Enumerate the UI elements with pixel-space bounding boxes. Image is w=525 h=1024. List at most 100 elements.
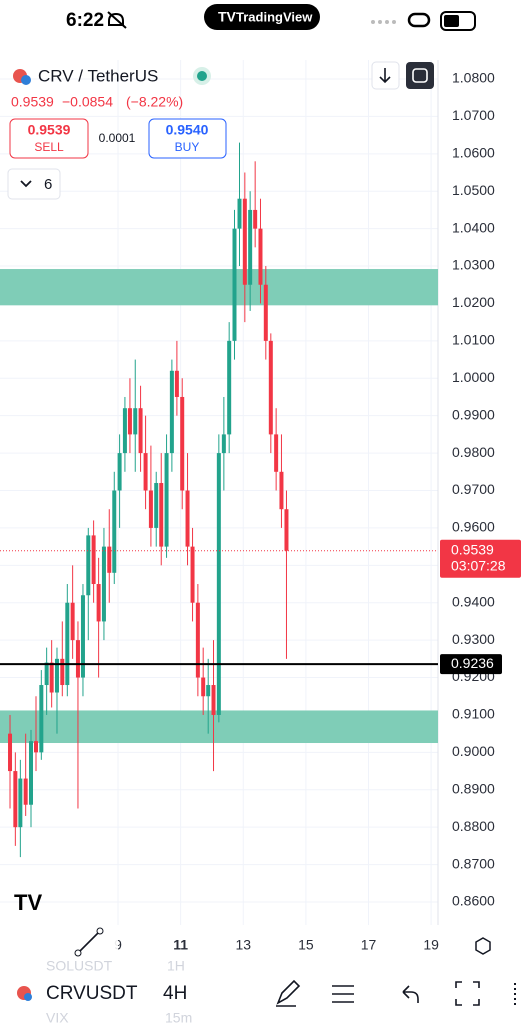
candle-body [148, 490, 153, 528]
quote-change: −0.0854 [62, 94, 113, 110]
candle-body [70, 602, 75, 641]
candle-body [65, 602, 70, 686]
prev-interval: 1H [167, 958, 185, 974]
fullscreen-button[interactable] [406, 62, 434, 89]
arrow-down [379, 68, 391, 84]
indicators-button[interactable] [7, 168, 61, 200]
candle-body [221, 434, 226, 454]
y-tick-label: 0.8700 [452, 855, 495, 871]
candle-body [122, 408, 127, 454]
spread: 0.0001 [99, 131, 136, 145]
toolbar-symbol[interactable]: CRVUSDT [46, 983, 138, 1004]
candle-body [159, 483, 164, 547]
y-tick-label: 1.0700 [452, 107, 495, 123]
x-tick-label: 9 [114, 937, 122, 953]
coin-logo [21, 75, 31, 85]
candle-body [211, 685, 216, 715]
candle-body [180, 396, 185, 491]
candle-body [185, 490, 190, 547]
candle-body [174, 370, 179, 397]
candle-body [107, 546, 112, 573]
candle-body [154, 483, 159, 528]
buy-button[interactable] [148, 118, 227, 159]
y-tick-label: 0.9600 [452, 519, 495, 535]
buy-label: BUY [175, 140, 200, 154]
candle-body [80, 595, 85, 678]
symbol[interactable]: CRV / TetherUS [38, 66, 158, 85]
y-tick-label: 1.0100 [452, 332, 495, 348]
pen-icon[interactable] [276, 979, 301, 1007]
candle-body [248, 209, 253, 285]
candle-body [127, 408, 132, 435]
trendline-icon [77, 930, 101, 954]
battery-level [444, 15, 459, 27]
y-tick-label: 1.0400 [452, 219, 495, 235]
signal [371, 20, 396, 24]
y-tick-label: 1.0800 [452, 70, 495, 86]
filters-icon[interactable] [332, 985, 354, 1003]
candle-body [190, 546, 195, 603]
candle-body [18, 778, 23, 828]
y-tick-label: 0.9800 [452, 444, 495, 460]
candle-body [39, 685, 44, 753]
candle-body [227, 340, 232, 435]
battery [440, 11, 476, 31]
candle-body [86, 535, 91, 596]
candle-body [133, 408, 138, 435]
coin-logo [24, 993, 32, 1001]
candle-body [138, 408, 143, 454]
candle-body [242, 198, 247, 285]
price-line-tag [440, 654, 502, 675]
undo-icon[interactable] [402, 985, 419, 1003]
candle-body [117, 453, 122, 491]
x-tick-label: 11 [173, 937, 188, 953]
y-tick-label: 0.8600 [452, 893, 495, 909]
candle-body [112, 490, 117, 573]
chart: 0.8600 0.8700 0.8800 0.8900 0.9000 0.9100 0.92… [0, 60, 521, 953]
toolbar-interval[interactable]: 4H [163, 983, 187, 1004]
app-logo: TV [218, 9, 237, 25]
y-tick-label: 1.0500 [452, 182, 495, 198]
candle-body [195, 602, 200, 678]
sell-price: 0.9539 [28, 122, 71, 138]
y-tick-label: 0.9300 [452, 631, 495, 647]
x-tick-label: 13 [235, 937, 251, 953]
y-tick-label: 1.0300 [452, 257, 495, 273]
y-tick-label: 0.8800 [452, 818, 495, 834]
mute-icon [107, 11, 127, 29]
x-tick-label: 15 [298, 937, 314, 953]
expand-icon[interactable] [455, 981, 480, 1006]
candle-body [201, 677, 206, 697]
tv-watermark: TV [14, 890, 42, 915]
candle-body [253, 209, 258, 229]
candle-body [232, 228, 237, 341]
y-tick-label: 0.9700 [452, 481, 495, 497]
y-tick-label: 1.0000 [452, 369, 495, 385]
candle-body [237, 198, 242, 229]
app-pill [204, 4, 320, 30]
last-price-tag [440, 539, 521, 578]
candle-body [164, 453, 169, 547]
quote-price: 0.9539 [11, 94, 54, 110]
fullscreen-icon [412, 68, 428, 83]
candle-body [279, 471, 284, 510]
sell-button[interactable] [9, 118, 89, 159]
candle-body [268, 340, 273, 435]
countdown: 03:07:28 [451, 557, 506, 573]
candle-body [13, 771, 18, 828]
trendline-icon [74, 949, 82, 957]
zone [0, 269, 438, 306]
price-line-label: 0.9236 [451, 655, 494, 671]
next-symbol: VIX [46, 1010, 69, 1024]
drawing-tool[interactable] [38, 925, 118, 965]
next-interval: 15m [165, 1010, 192, 1024]
candle-body [34, 741, 39, 753]
prev-symbol: SOLUSDT [46, 958, 113, 974]
candle-body [54, 658, 59, 693]
status-time: 6:22 [66, 10, 104, 31]
candle-body [169, 370, 174, 454]
candle-body [274, 434, 279, 472]
link-icon [407, 12, 431, 28]
settings-icon[interactable] [475, 937, 491, 955]
x-tick-label: 17 [361, 937, 377, 953]
